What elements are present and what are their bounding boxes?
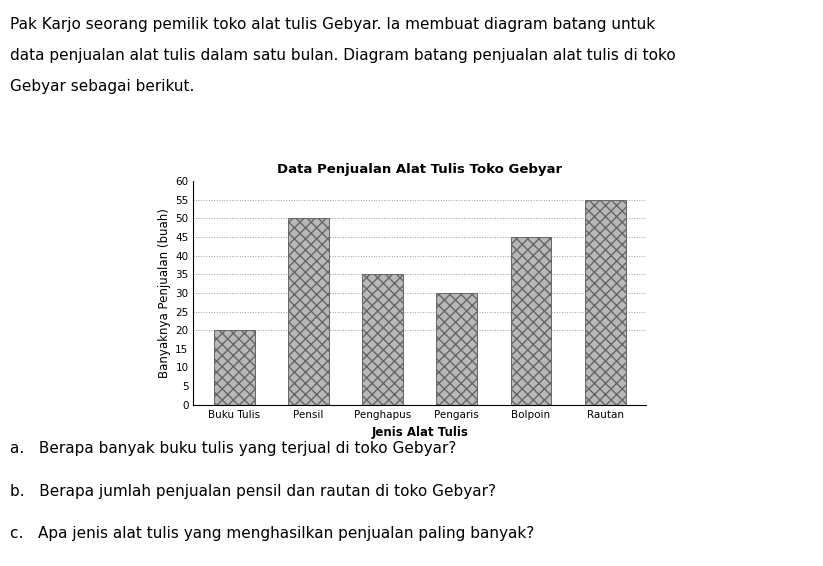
Bar (436, 293, 477, 405)
Bar (510, 237, 551, 405)
Text: b.   Berapa jumlah penjualan pensil dan rautan di toko Gebyar?: b. Berapa jumlah penjualan pensil dan ra… (10, 484, 496, 499)
Text: a.   Berapa banyak buku tulis yang terjual di toko Gebyar?: a. Berapa banyak buku tulis yang terjual… (10, 441, 456, 457)
Bar (214, 330, 254, 405)
Text: Gebyar sebagai berikut.: Gebyar sebagai berikut. (10, 79, 194, 95)
Bar (362, 275, 403, 405)
Text: data penjualan alat tulis dalam satu bulan. Diagram batang penjualan alat tulis : data penjualan alat tulis dalam satu bul… (10, 48, 676, 63)
Bar (585, 200, 625, 405)
Y-axis label: Banyaknya Penjualan (buah): Banyaknya Penjualan (buah) (158, 208, 171, 378)
Bar (288, 218, 329, 405)
X-axis label: Jenis Alat Tulis: Jenis Alat Tulis (371, 427, 468, 439)
Text: c.   Apa jenis alat tulis yang menghasilkan penjualan paling banyak?: c. Apa jenis alat tulis yang menghasilka… (10, 526, 534, 542)
Text: Pak Karjo seorang pemilik toko alat tulis Gebyar. Ia membuat diagram batang untu: Pak Karjo seorang pemilik toko alat tuli… (10, 17, 655, 32)
Title: Data Penjualan Alat Tulis Toko Gebyar: Data Penjualan Alat Tulis Toko Gebyar (277, 163, 562, 176)
